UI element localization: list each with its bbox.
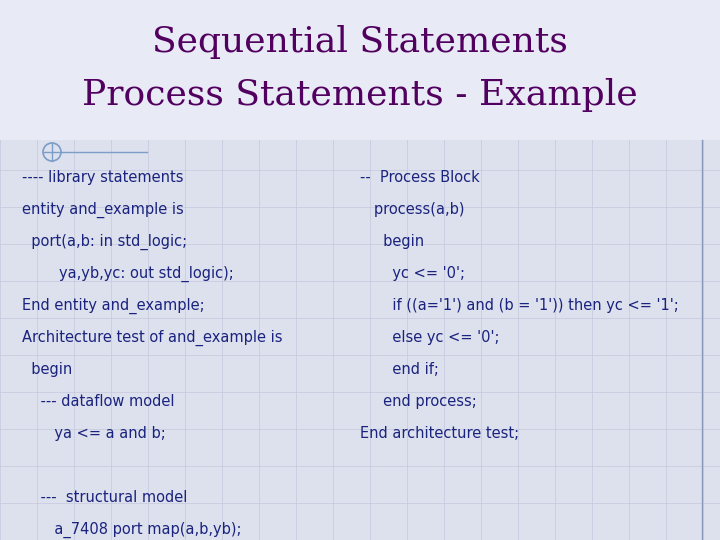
- Text: Process Statements - Example: Process Statements - Example: [82, 78, 638, 112]
- Text: End entity and_example;: End entity and_example;: [22, 298, 204, 314]
- Text: begin: begin: [22, 362, 72, 377]
- Text: --- dataflow model: --- dataflow model: [22, 394, 174, 409]
- Text: Architecture test of and_example is: Architecture test of and_example is: [22, 330, 282, 346]
- Text: entity and_example is: entity and_example is: [22, 202, 184, 218]
- Text: End architecture test;: End architecture test;: [360, 426, 519, 441]
- Text: process(a,b): process(a,b): [360, 202, 464, 217]
- Text: end if;: end if;: [360, 362, 439, 377]
- Text: else yc <= '0';: else yc <= '0';: [360, 330, 500, 345]
- Text: ---- library statements: ---- library statements: [22, 170, 184, 185]
- Text: if ((a='1') and (b = '1')) then yc <= '1';: if ((a='1') and (b = '1')) then yc <= '1…: [360, 298, 679, 313]
- Text: begin: begin: [360, 234, 424, 249]
- Text: ya,yb,yc: out std_logic);: ya,yb,yc: out std_logic);: [22, 266, 234, 282]
- Text: end process;: end process;: [360, 394, 477, 409]
- Text: ---  structural model: --- structural model: [22, 490, 187, 505]
- Text: --  Process Block: -- Process Block: [360, 170, 480, 185]
- Text: port(a,b: in std_logic;: port(a,b: in std_logic;: [22, 234, 187, 250]
- Text: ya <= a and b;: ya <= a and b;: [22, 426, 166, 441]
- Bar: [0, 0, 720, 140]
- Text: a_7408 port map(a,b,yb);: a_7408 port map(a,b,yb);: [22, 522, 241, 538]
- Text: Sequential Statements: Sequential Statements: [152, 25, 568, 59]
- Text: yc <= '0';: yc <= '0';: [360, 266, 465, 281]
